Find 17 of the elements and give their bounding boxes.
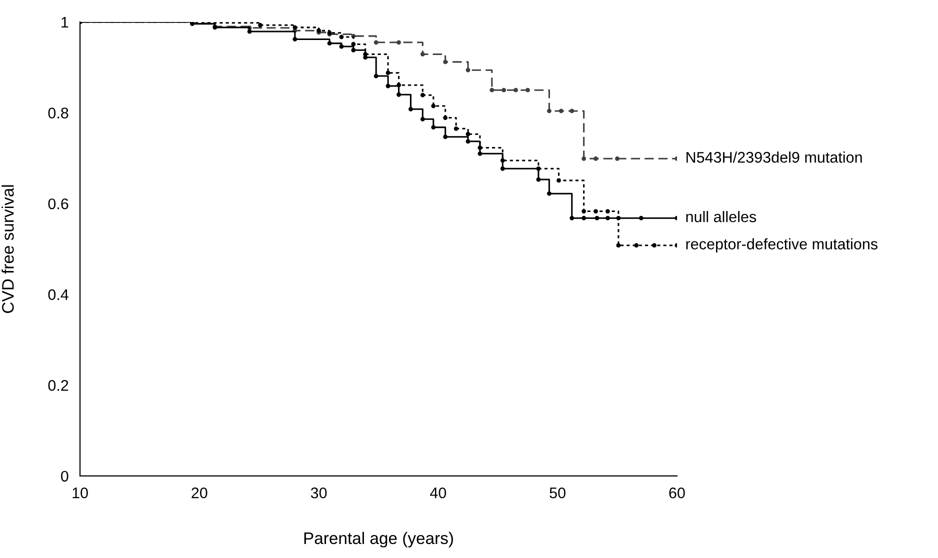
y-tick-label: 1 (62, 17, 68, 28)
x-tick-label: 20 (192, 487, 208, 498)
y-tick-label: 0.6 (48, 198, 68, 210)
y-tick-label: 0.4 (48, 289, 68, 300)
y-tick-label: 0.8 (48, 108, 68, 118)
y-tick-label: 0 (61, 470, 68, 482)
x-axis-title: Parental age (years) (304, 532, 453, 548)
x-tick-label: 40 (430, 487, 446, 498)
x-tick-label: 50 (550, 487, 566, 498)
x-tick-label: 10 (72, 487, 88, 498)
x-tick-label: 30 (310, 487, 327, 498)
series-label: N543H/2393del9 mutation (686, 152, 862, 163)
x-tick-label: 60 (669, 487, 685, 498)
y-tick-label: 0.2 (48, 380, 68, 391)
series-label: null alleles (686, 210, 756, 222)
y-axis-title: CVD free survival (2, 185, 14, 313)
series-label: receptor-defective mutations (686, 238, 878, 252)
